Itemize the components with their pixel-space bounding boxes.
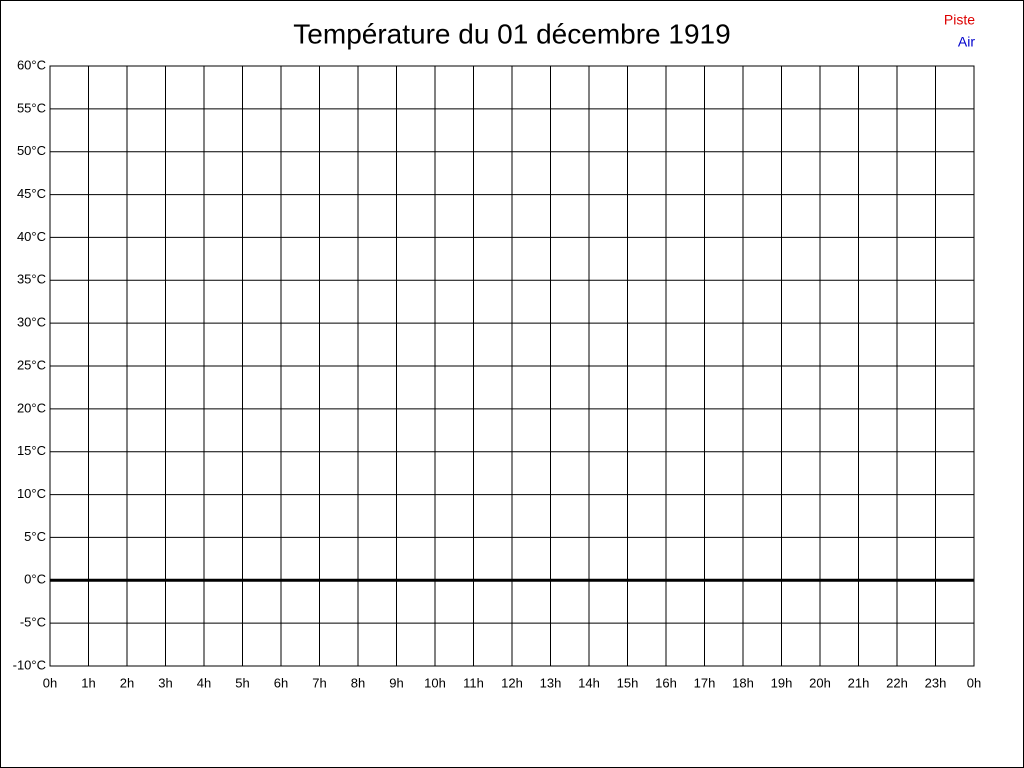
y-tick-label: -10°C	[13, 657, 46, 672]
x-tick-label: 15h	[617, 675, 639, 690]
chart-title: Température du 01 décembre 1919	[293, 18, 730, 49]
x-tick-label: 13h	[540, 675, 562, 690]
y-tick-label: 5°C	[24, 529, 46, 544]
y-tick-label: 25°C	[17, 357, 46, 372]
x-tick-label: 12h	[501, 675, 523, 690]
y-tick-label: 20°C	[17, 400, 46, 415]
y-tick-label: 10°C	[17, 486, 46, 501]
x-tick-label: 14h	[578, 675, 600, 690]
x-tick-label: 11h	[463, 675, 484, 690]
y-tick-label: 0°C	[24, 572, 46, 587]
x-tick-label: 0h	[43, 675, 57, 690]
x-tick-label: 5h	[235, 675, 249, 690]
x-tick-label: 17h	[694, 675, 716, 690]
x-tick-label: 0h	[967, 675, 981, 690]
x-tick-label: 7h	[312, 675, 326, 690]
x-tick-label: 16h	[655, 675, 677, 690]
legend-label: Air	[958, 34, 975, 50]
x-tick-label: 19h	[771, 675, 793, 690]
x-tick-label: 2h	[120, 675, 134, 690]
x-tick-label: 8h	[351, 675, 365, 690]
y-tick-label: 50°C	[17, 143, 46, 158]
y-tick-label: 35°C	[17, 272, 46, 287]
plot-frame	[49, 65, 975, 667]
x-tick-label: 21h	[848, 675, 870, 690]
x-tick-label: 23h	[925, 675, 947, 690]
x-tick-label: 22h	[886, 675, 908, 690]
x-tick-label: 6h	[274, 675, 288, 690]
x-tick-label: 20h	[809, 675, 831, 690]
y-tick-label: 60°C	[17, 57, 46, 72]
y-tick-label: 45°C	[17, 186, 46, 201]
x-tick-label: 1h	[81, 675, 95, 690]
y-tick-label: 30°C	[17, 315, 46, 330]
y-tick-label: 40°C	[17, 229, 46, 244]
y-tick-label: 15°C	[17, 443, 46, 458]
x-tick-label: 3h	[158, 675, 172, 690]
y-tick-label: 55°C	[17, 100, 46, 115]
legend-label: Piste	[944, 12, 975, 28]
x-tick-label: 9h	[389, 675, 403, 690]
x-tick-label: 10h	[424, 675, 446, 690]
x-tick-label: 4h	[197, 675, 211, 690]
x-tick-label: 18h	[732, 675, 754, 690]
y-tick-label: -5°C	[20, 615, 46, 630]
